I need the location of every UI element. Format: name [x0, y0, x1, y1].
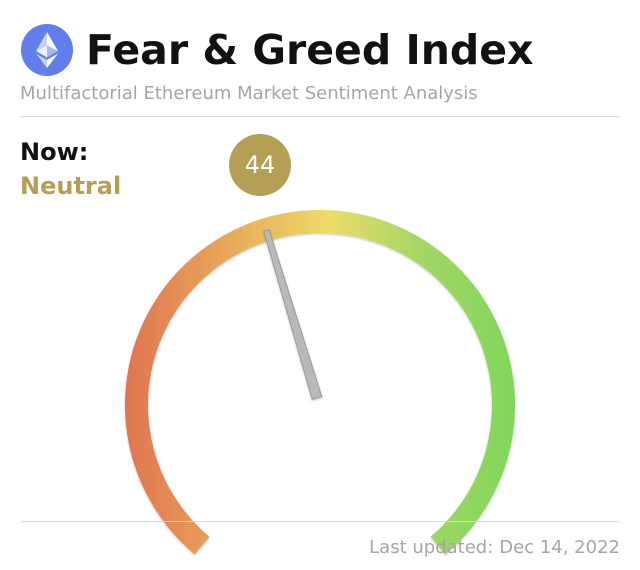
now-label: Now:	[20, 138, 89, 166]
sentiment-label: Neutral	[20, 172, 122, 200]
logo-middle-left	[36, 45, 47, 58]
header-divider	[20, 116, 620, 117]
last-updated-label: Last updated:	[369, 537, 494, 558]
logo-bottom-right	[47, 53, 58, 68]
gauge-band	[125, 210, 515, 555]
footer-divider	[20, 521, 620, 522]
logo-top-left	[36, 32, 47, 51]
gauge-value-badge: 44	[229, 134, 291, 196]
last-updated-date: Dec 14, 2022	[499, 537, 620, 558]
gauge-needle	[263, 229, 323, 401]
page-title: Fear & Greed Index	[86, 26, 534, 74]
logo-bottom-left	[36, 53, 47, 68]
page-subtitle: Multifactorial Ethereum Market Sentiment…	[20, 83, 478, 104]
last-updated: Last updated: Dec 14, 2022	[369, 536, 620, 560]
logo-top-right	[47, 32, 58, 51]
logo-middle-right	[47, 45, 58, 58]
ethereum-icon	[21, 24, 73, 76]
